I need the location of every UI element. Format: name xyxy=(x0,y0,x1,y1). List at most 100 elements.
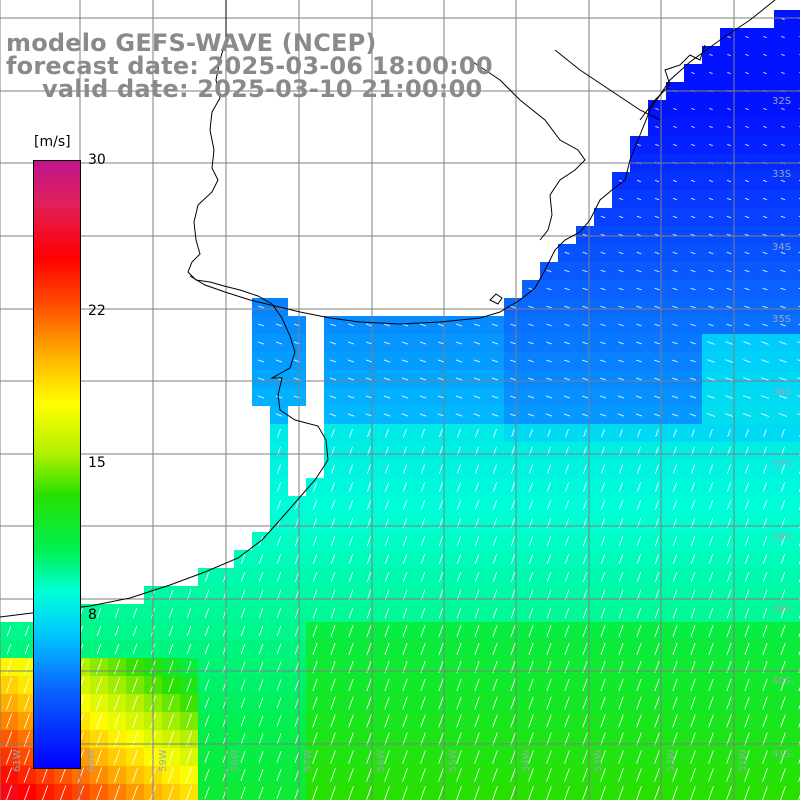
wind-arrow xyxy=(240,697,246,709)
wind-arrow xyxy=(673,126,677,128)
wind-arrow xyxy=(565,464,569,474)
lon-label-51w: 51W xyxy=(738,749,749,772)
wind-arrow xyxy=(294,768,300,782)
wind-arrow xyxy=(742,395,752,399)
wind-arrow xyxy=(672,287,678,291)
wind-arrow xyxy=(763,36,767,38)
wind-arrow xyxy=(546,589,552,601)
wind-arrow xyxy=(709,126,713,128)
wind-arrow xyxy=(546,642,552,656)
wind-arrow xyxy=(726,750,732,764)
wind-arrow xyxy=(726,642,732,656)
wind-arrow xyxy=(780,197,786,201)
wind-arrow xyxy=(744,251,750,255)
wind-arrow xyxy=(474,571,480,583)
wind-arrow xyxy=(474,714,480,728)
wind-arrow xyxy=(168,643,174,655)
lon-label-52w: 52W xyxy=(666,749,677,772)
wind-arrow xyxy=(438,554,444,564)
wind-arrow xyxy=(312,554,318,564)
wind-arrow xyxy=(583,464,587,474)
wind-arrow xyxy=(294,625,300,637)
wind-arrow xyxy=(546,341,552,345)
wind-arrow xyxy=(456,750,462,764)
wind-arrow xyxy=(168,607,174,619)
wind-arrow xyxy=(672,377,678,381)
wind-arrow xyxy=(708,714,714,728)
wind-arrow xyxy=(654,642,660,656)
wind-arrow xyxy=(511,429,515,437)
wind-arrow xyxy=(708,696,714,710)
wind-arrow xyxy=(708,554,714,564)
wind-arrow xyxy=(618,786,624,800)
wind-arrow xyxy=(672,500,678,510)
wind-arrow xyxy=(329,377,337,381)
wind-arrow xyxy=(744,768,750,782)
wind-arrow xyxy=(582,642,588,656)
wind-arrow xyxy=(168,589,174,601)
wind-arrow xyxy=(403,464,407,474)
wind-arrow xyxy=(673,482,677,492)
wind-arrow xyxy=(618,215,624,219)
wind-arrow xyxy=(762,287,768,291)
wind-arrow xyxy=(546,625,552,637)
wind-arrow xyxy=(365,359,373,363)
wind-arrow xyxy=(618,251,624,255)
wind-arrow xyxy=(726,678,732,692)
wind-arrow xyxy=(690,287,696,291)
wind-arrow xyxy=(402,625,408,637)
wind-arrow xyxy=(744,750,750,764)
wind-arrow xyxy=(294,589,300,601)
wind-arrow xyxy=(726,607,732,619)
wind-arrow xyxy=(708,732,714,746)
wind-arrow xyxy=(492,625,498,637)
wind-arrow xyxy=(258,768,264,782)
wind-arrow xyxy=(258,751,264,763)
wind-arrow xyxy=(798,758,800,764)
wind-arrow xyxy=(420,714,426,728)
wind-cell xyxy=(792,280,800,298)
wind-arrow xyxy=(636,500,642,510)
wind-arrow xyxy=(689,395,697,399)
wind-arrow xyxy=(726,305,732,309)
wind-arrow xyxy=(762,269,768,273)
lon-label-61w: 61W xyxy=(12,749,23,772)
wind-arrow xyxy=(456,536,462,546)
wind-arrow xyxy=(330,696,336,710)
wind-arrow xyxy=(654,554,660,564)
wind-arrow xyxy=(653,395,661,399)
wind-arrow xyxy=(690,589,696,601)
wind-arrow xyxy=(781,429,785,437)
wind-arrow xyxy=(473,413,481,417)
wind-arrow xyxy=(654,536,660,546)
wind-arrow xyxy=(23,659,31,675)
wind-arrow xyxy=(709,108,713,110)
wind-arrow xyxy=(185,749,193,765)
wind-arrow xyxy=(456,678,462,692)
wind-arrow xyxy=(240,571,246,583)
wind-arrow xyxy=(420,536,426,546)
wind-arrow xyxy=(6,643,12,655)
wind-arrow xyxy=(384,607,390,619)
wind-cell xyxy=(792,784,800,800)
wind-arrow xyxy=(708,323,714,327)
wind-arrow xyxy=(276,679,282,691)
wind-arrow xyxy=(760,395,770,399)
wind-arrow xyxy=(781,464,785,474)
wind-arrow xyxy=(708,215,714,219)
wind-arrow xyxy=(349,482,353,492)
wind-arrow xyxy=(762,554,768,564)
wind-arrow xyxy=(330,768,336,782)
wind-arrow xyxy=(240,768,246,782)
wind-arrow xyxy=(529,464,533,474)
wind-arrow xyxy=(402,536,408,546)
wind-arrow xyxy=(763,108,767,110)
wind-arrow xyxy=(654,341,660,345)
wind-arrow xyxy=(420,732,426,746)
wind-arrow xyxy=(276,554,282,564)
wind-arrow xyxy=(294,751,300,763)
wind-arrow xyxy=(691,72,695,74)
wind-arrow xyxy=(546,377,552,381)
wind-arrow xyxy=(745,126,749,128)
wind-arrow xyxy=(421,482,425,492)
